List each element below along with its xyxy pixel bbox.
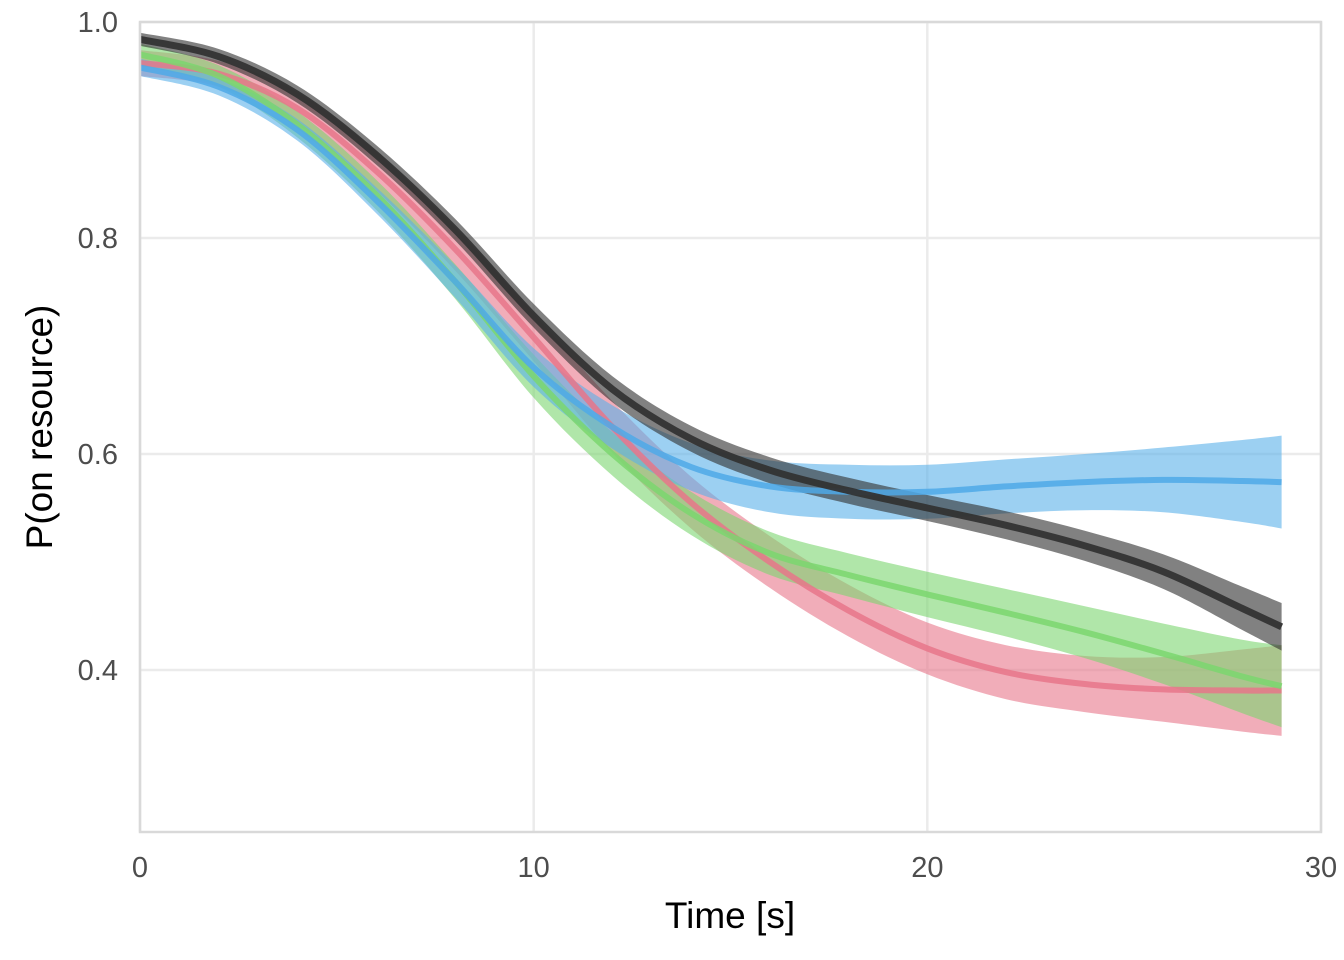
x-axis-ticks: 0 10 20 30 [132, 852, 1337, 884]
y-tick-label: 0.8 [78, 223, 118, 255]
series-line-black [139, 35, 1284, 630]
series-line-red [139, 60, 1282, 694]
y-tick-label: 1.0 [78, 7, 118, 39]
confidence-band-black [140, 32, 1282, 651]
x-axis-title: Time [s] [665, 895, 795, 936]
series-line-blue [139, 64, 1282, 496]
x-tick-label: 30 [1305, 852, 1337, 884]
series-lines [139, 35, 1284, 694]
y-tick-label: 0.4 [78, 655, 118, 687]
x-tick-label: 10 [518, 852, 550, 884]
x-tick-label: 20 [911, 852, 943, 884]
y-axis-title: P(on resource) [19, 305, 60, 550]
confidence-band-green [140, 43, 1282, 728]
series-line-green [139, 51, 1283, 690]
x-tick-label: 0 [132, 852, 148, 884]
y-tick-label: 0.6 [78, 439, 118, 471]
y-axis-ticks: 0.4 0.6 0.8 1.0 [78, 7, 118, 687]
plot-border [138, 20, 1323, 834]
